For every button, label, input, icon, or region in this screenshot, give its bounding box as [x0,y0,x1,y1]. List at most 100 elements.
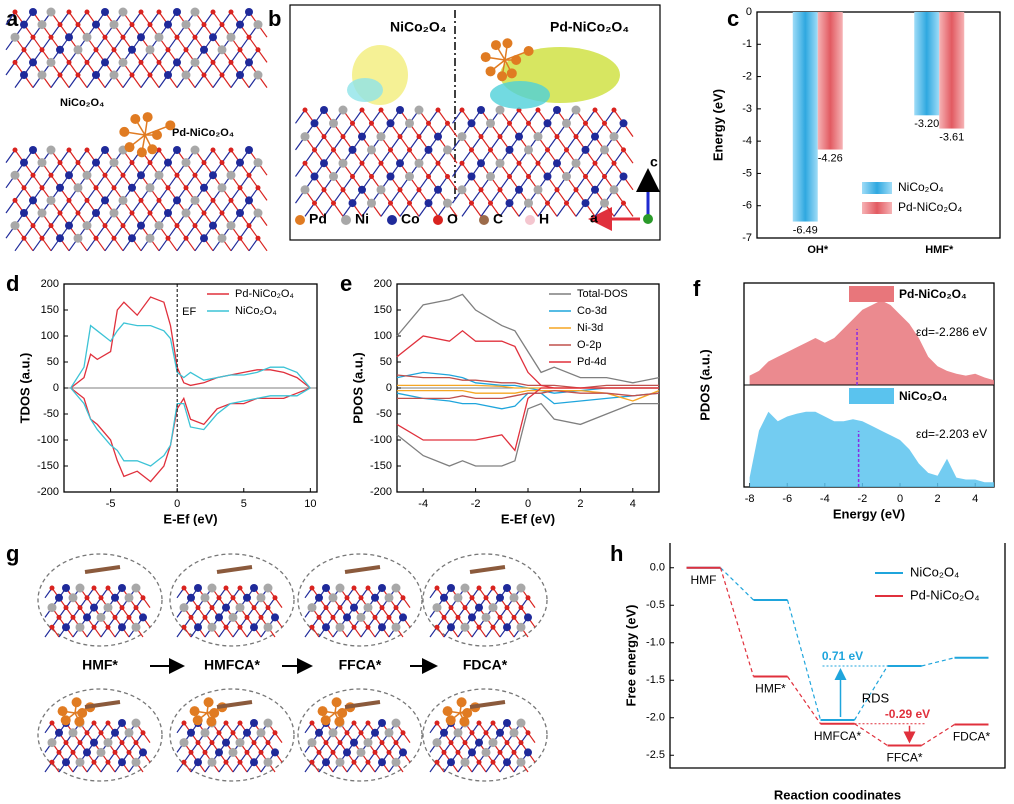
bond [23,225,34,239]
bond [41,225,52,239]
atom [405,118,414,128]
atom [164,209,172,217]
atom [210,59,216,65]
atom [335,757,345,767]
atom [174,172,180,178]
atom [183,235,189,241]
atom [165,47,171,53]
step-label: FDCA* [463,657,508,673]
atom [302,160,308,166]
atom [68,593,78,603]
atom [244,749,250,755]
atom [165,185,171,191]
atom [511,749,517,755]
atom [386,614,392,620]
isosurface [490,81,550,109]
atom [56,183,64,192]
atom [57,160,63,166]
bond [113,36,124,51]
bond [323,202,334,217]
bond [167,174,178,189]
atom [173,58,181,67]
bond [158,237,169,252]
atom [126,749,132,755]
atom [20,20,28,29]
atom [621,200,626,206]
legend-label: O-2p [577,339,601,351]
atom [414,105,424,115]
atom [93,235,99,241]
bond [5,200,16,214]
bond [212,149,223,163]
atom [434,585,440,591]
bar [817,12,843,150]
atom [203,697,214,708]
x-tick-label: 2 [935,493,941,505]
bond [418,176,429,191]
atom [12,9,18,15]
atom [271,613,279,622]
atom [200,45,208,54]
atom [219,72,225,78]
atom [396,159,404,168]
legend-label: Co [401,211,420,227]
legend-label: Total-DOS [577,288,628,300]
atom [545,200,550,206]
x-tick-label: 5 [241,498,247,510]
connector [787,676,821,725]
x-tick-label: 0 [897,493,903,505]
atom [37,208,47,218]
atom [71,697,82,708]
atom [250,758,258,767]
y-tick-label: -50 [43,408,59,420]
bond [95,174,106,189]
legend-label: C [493,211,503,227]
bond [77,11,88,25]
atom [195,740,201,746]
atom [207,583,217,593]
atom [219,22,225,28]
bond [212,200,223,214]
annotation: -0.29 eV [885,707,930,721]
bond [149,74,160,88]
x-axis-label: E-Ef (eV) [163,511,217,526]
atom [300,132,310,142]
bond [239,237,250,252]
atom [147,22,153,28]
atom [477,159,485,168]
bond [304,202,315,217]
atom [309,759,315,765]
bond [104,36,115,51]
y-tick-label: -1.5 [646,674,665,686]
atom [434,132,442,141]
atom [70,614,76,620]
bond [140,11,151,25]
atom [611,107,617,113]
atom [57,22,63,28]
atom [309,720,315,726]
state-frame [169,553,295,647]
atom [192,223,198,229]
atom [235,603,245,613]
atom [462,605,468,611]
atom [131,757,141,767]
atom [70,749,76,755]
atom [378,719,386,727]
atom [173,146,181,154]
atom [453,728,463,738]
atom [583,120,588,126]
atom [209,740,215,746]
atom [516,757,526,767]
atom [456,697,467,708]
bond [158,49,169,63]
atom [553,106,561,114]
atom [223,720,229,726]
bond [490,189,501,204]
atom [525,595,531,601]
atom [562,172,571,181]
atom [386,172,395,181]
legend-label: Pd-NiCo₂O₄ [898,200,962,214]
atom [497,71,508,82]
bond [409,136,420,151]
bond [77,149,88,163]
